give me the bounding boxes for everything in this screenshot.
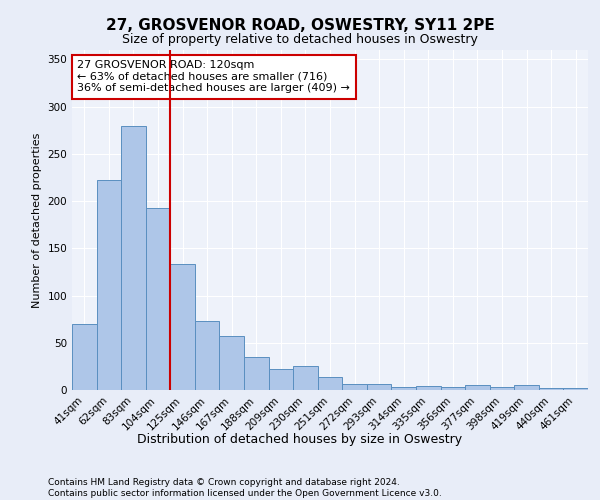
Text: 27 GROSVENOR ROAD: 120sqm
← 63% of detached houses are smaller (716)
36% of semi: 27 GROSVENOR ROAD: 120sqm ← 63% of detac… (77, 60, 350, 94)
Bar (244, 357, 269, 390)
Bar (121, 126, 146, 390)
Text: Distribution of detached houses by size in Oswestry: Distribution of detached houses by size … (137, 432, 463, 446)
Bar (539, 388, 563, 390)
Bar (293, 366, 318, 390)
Text: 27, GROSVENOR ROAD, OSWESTRY, SY11 2PE: 27, GROSVENOR ROAD, OSWESTRY, SY11 2PE (106, 18, 494, 32)
Bar (170, 264, 195, 390)
Bar (367, 384, 391, 390)
Bar (146, 208, 170, 390)
Text: Contains HM Land Registry data © Crown copyright and database right 2024.
Contai: Contains HM Land Registry data © Crown c… (48, 478, 442, 498)
Bar (269, 369, 293, 390)
Bar (220, 336, 244, 390)
Bar (416, 386, 440, 390)
Bar (72, 324, 97, 390)
Bar (465, 386, 490, 390)
Bar (490, 387, 514, 390)
Bar (514, 386, 539, 390)
Bar (563, 388, 588, 390)
Bar (195, 321, 220, 390)
Bar (318, 377, 342, 390)
Bar (391, 387, 416, 390)
Bar (97, 180, 121, 390)
Bar (342, 384, 367, 390)
Bar (440, 387, 465, 390)
Text: Size of property relative to detached houses in Oswestry: Size of property relative to detached ho… (122, 32, 478, 46)
Y-axis label: Number of detached properties: Number of detached properties (32, 132, 42, 308)
